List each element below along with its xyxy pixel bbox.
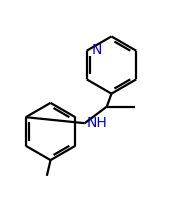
Text: N: N (91, 43, 102, 57)
Text: NH: NH (86, 116, 107, 130)
